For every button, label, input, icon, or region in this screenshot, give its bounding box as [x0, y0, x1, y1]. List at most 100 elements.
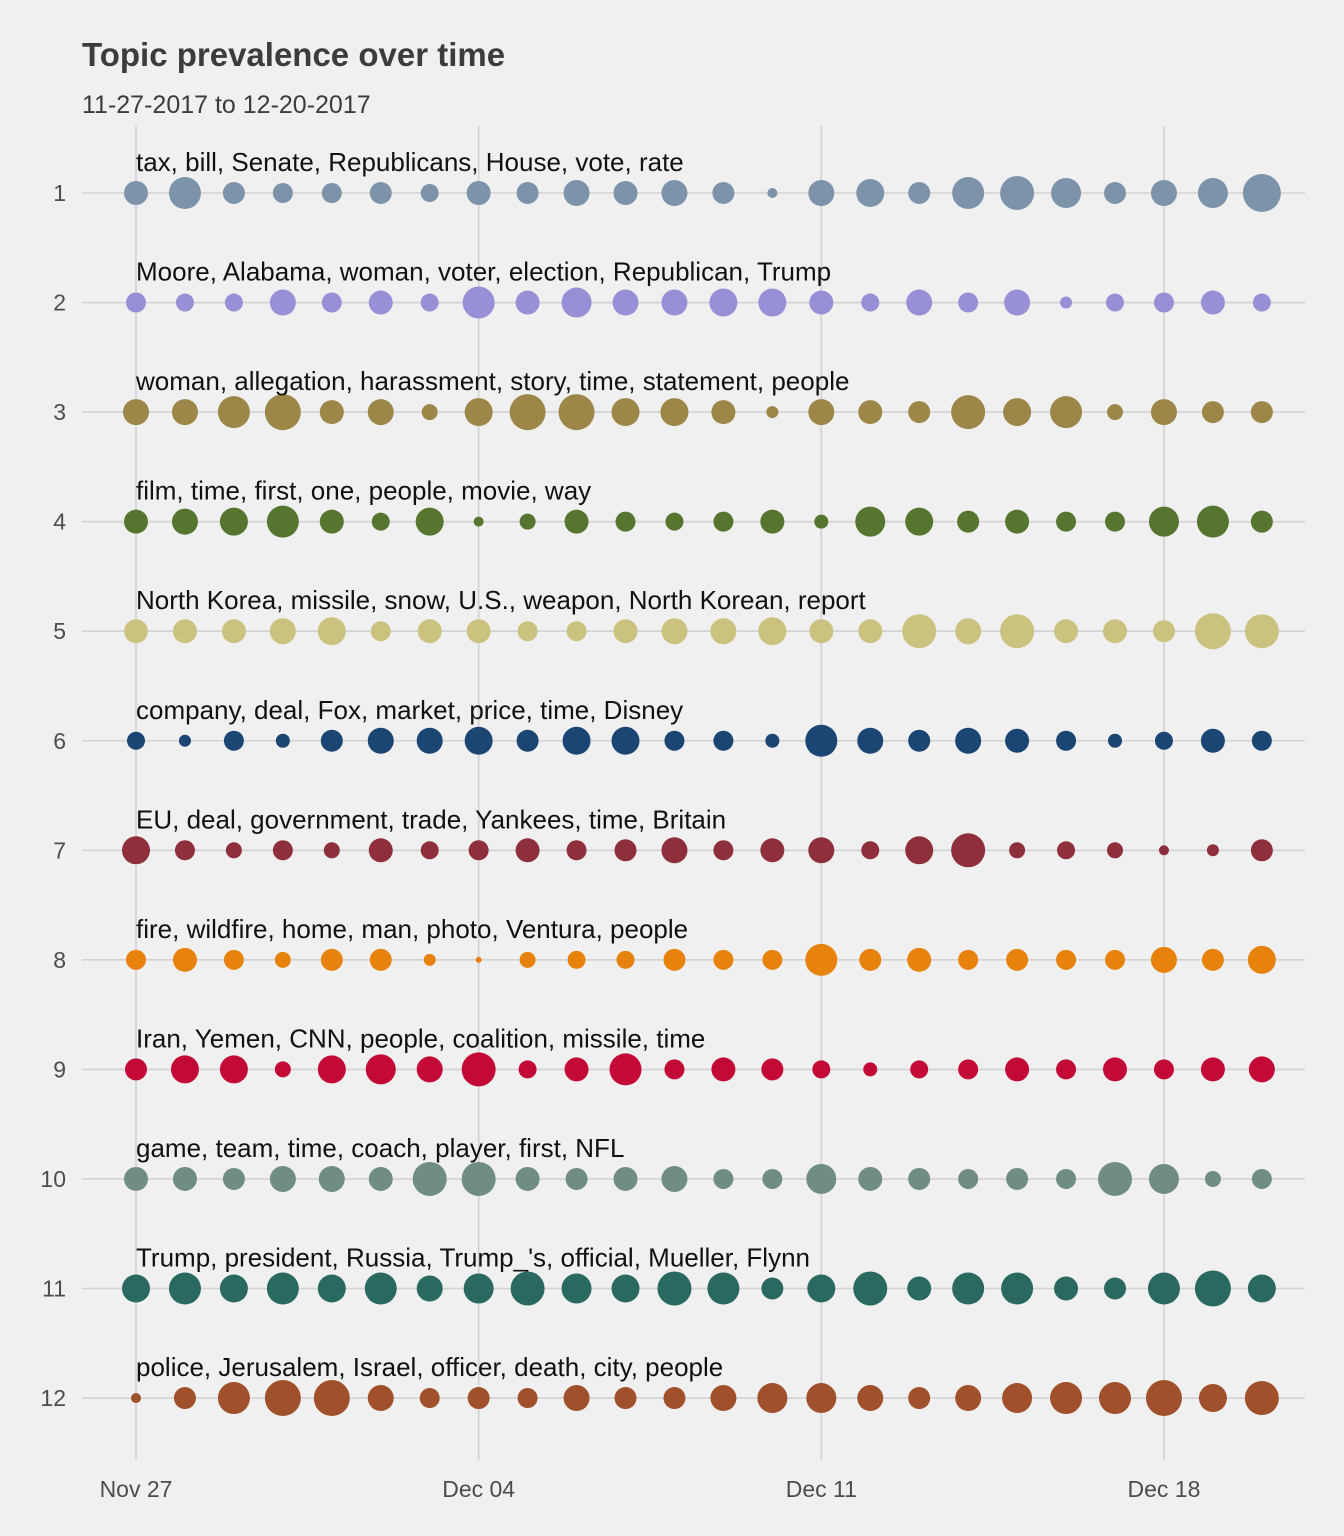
data-point [519, 951, 536, 968]
data-point [1250, 401, 1273, 424]
topic-label: woman, allegation, harassment, story, ti… [135, 366, 849, 396]
data-point [170, 1055, 199, 1084]
data-point [266, 505, 299, 538]
data-point [274, 951, 291, 968]
data-point [317, 1055, 346, 1084]
data-point [613, 1166, 638, 1191]
topic-label: company, deal, Fox, market, price, time,… [136, 695, 683, 725]
data-point [124, 181, 148, 205]
data-point [168, 1272, 201, 1305]
data-point [1244, 1381, 1279, 1416]
data-point [175, 293, 194, 312]
data-point [958, 949, 979, 970]
data-point [510, 1271, 545, 1306]
data-point [711, 1057, 736, 1082]
y-tick-label: 10 [40, 1166, 66, 1192]
data-point [1194, 613, 1231, 650]
data-point [910, 1060, 929, 1079]
data-point [861, 293, 880, 312]
data-point [219, 1274, 248, 1303]
data-point [517, 1388, 538, 1409]
data-point [272, 183, 293, 203]
data-point [1153, 292, 1174, 313]
data-point [516, 182, 539, 204]
data-point [475, 956, 482, 963]
data-point [951, 833, 986, 868]
data-point [1099, 1382, 1131, 1415]
data-point [421, 404, 438, 421]
data-point [1105, 511, 1125, 532]
data-point [125, 1058, 147, 1081]
data-point [463, 1273, 494, 1304]
data-point [564, 509, 589, 534]
data-point [168, 177, 201, 209]
data-point [219, 507, 248, 536]
data-point [1004, 289, 1031, 316]
data-point [368, 838, 393, 863]
data-point [657, 1271, 692, 1306]
data-point [563, 180, 590, 206]
data-point [461, 1161, 496, 1196]
data-point [863, 1062, 878, 1077]
data-point [761, 1277, 784, 1300]
data-point [614, 839, 637, 862]
data-point [1200, 728, 1225, 753]
data-point [1056, 949, 1077, 970]
data-point [565, 1167, 588, 1190]
data-point [224, 293, 243, 312]
data-point [758, 617, 787, 646]
data-point [323, 842, 340, 859]
data-point [808, 399, 835, 426]
data-point [713, 730, 734, 751]
data-point [905, 507, 934, 536]
data-point [1152, 620, 1175, 643]
data-point [1197, 178, 1228, 208]
y-tick-label: 6 [53, 728, 66, 754]
y-tick-label: 2 [53, 290, 66, 316]
y-tick-label: 7 [53, 837, 66, 863]
data-point [222, 1167, 245, 1190]
data-point [562, 726, 591, 755]
data-point [122, 836, 150, 865]
topic-label: fire, wildfire, home, man, photo, Ventur… [136, 914, 688, 944]
data-point [131, 1393, 141, 1404]
data-point [611, 1274, 640, 1303]
data-point [710, 1385, 737, 1412]
data-point [952, 1272, 985, 1305]
data-point [219, 1055, 248, 1084]
data-point [124, 619, 148, 644]
data-point [1103, 1057, 1127, 1082]
data-point [1198, 1384, 1227, 1413]
data-point [217, 396, 250, 429]
topic-label: Iran, Yemen, CNN, people, coalition, mis… [136, 1023, 705, 1053]
data-point [660, 398, 689, 427]
data-point [908, 401, 931, 424]
data-point [906, 289, 933, 316]
data-point [1251, 730, 1272, 751]
data-point [858, 400, 883, 425]
data-point [1050, 396, 1083, 429]
data-point [466, 619, 491, 644]
data-point [319, 509, 344, 534]
data-point [364, 1272, 397, 1305]
y-tick-label: 4 [53, 509, 66, 535]
data-point [1056, 511, 1077, 532]
data-point [805, 724, 838, 757]
topic-label: Moore, Alabama, woman, voter, election, … [136, 257, 831, 287]
data-point [320, 729, 343, 752]
data-point [665, 512, 684, 531]
data-point [958, 1168, 979, 1189]
data-point [321, 292, 342, 313]
x-tick-label: Dec 11 [786, 1476, 857, 1502]
data-point [905, 836, 934, 865]
data-point [519, 513, 536, 530]
data-point [518, 1060, 537, 1079]
data-point [951, 395, 986, 430]
data-point [416, 1056, 443, 1083]
data-point [412, 1161, 447, 1196]
data-point [1107, 404, 1123, 421]
data-point [178, 734, 191, 747]
data-point [958, 1059, 979, 1080]
data-point [561, 1273, 592, 1304]
